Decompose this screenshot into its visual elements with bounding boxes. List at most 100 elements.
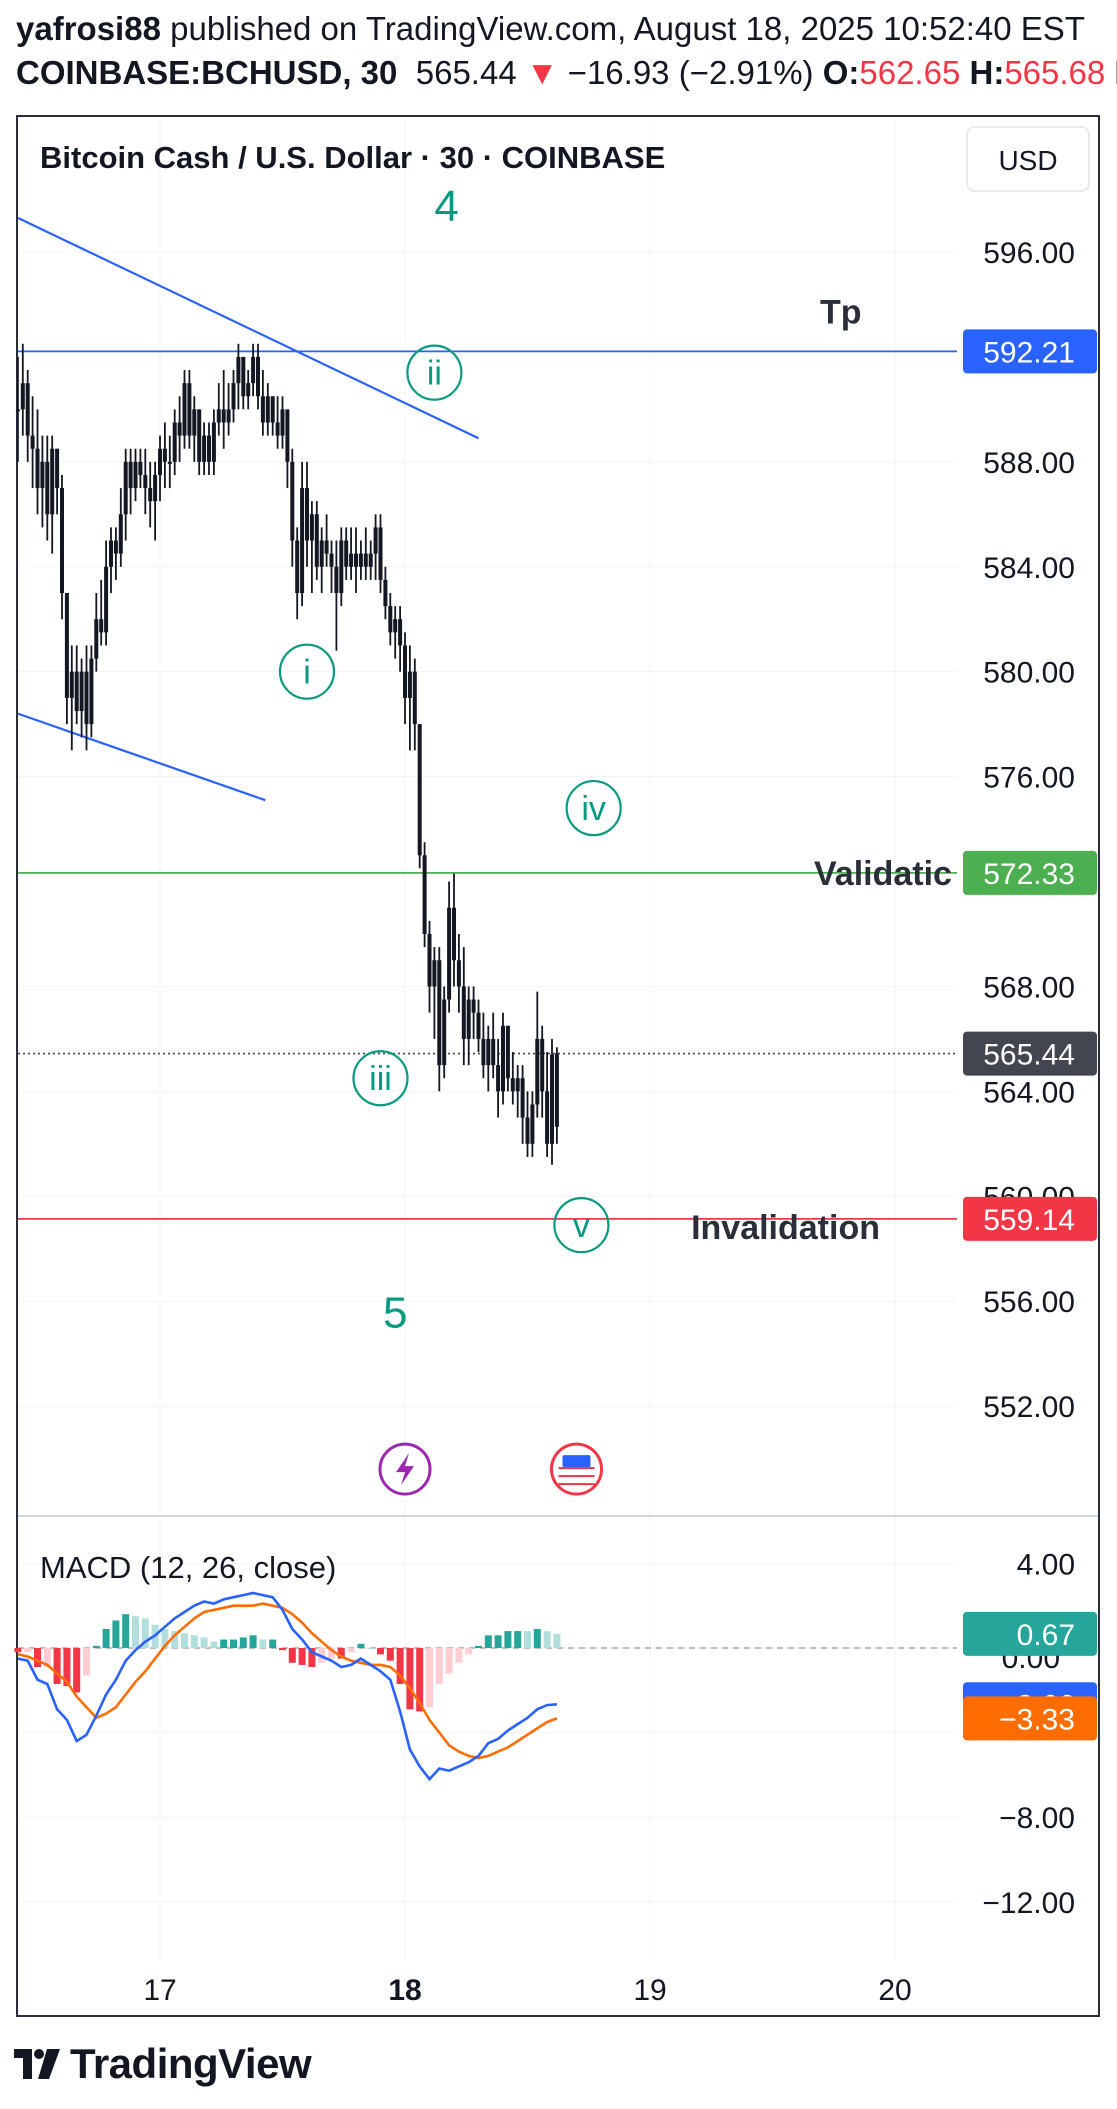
- candle-body: [123, 461, 128, 515]
- candle-body: [280, 409, 285, 436]
- macd-title: MACD (12, 26, close): [40, 1550, 336, 1585]
- candle-body: [471, 999, 476, 1013]
- candle-body: [349, 553, 354, 567]
- macd-histogram-bar: [220, 1639, 228, 1648]
- trendline-2: [17, 712, 266, 802]
- author-name[interactable]: yafrosi88: [16, 10, 161, 47]
- candle-body: [334, 566, 339, 593]
- candle-body: [510, 1078, 515, 1092]
- price-tick-label: 568.00: [983, 971, 1075, 1004]
- price-label-text: 572.33: [983, 858, 1075, 891]
- publish-header: yafrosi88 published on TradingView.com, …: [16, 10, 1085, 48]
- macd-histogram-bar: [533, 1628, 541, 1648]
- macd-histogram-bar: [259, 1639, 267, 1648]
- macd-histogram-bar: [73, 1648, 81, 1693]
- quote-header: COINBASE:BCHUSD, 30 565.44 ▼ −16.93 (−2.…: [16, 54, 1117, 92]
- macd-histogram-bar: [230, 1639, 237, 1648]
- macd-histogram-bar: [386, 1648, 394, 1661]
- macd-histogram-bar: [210, 1641, 218, 1648]
- wave-label-5: 5: [383, 1289, 407, 1338]
- candle-body: [452, 907, 456, 961]
- candle-body: [251, 356, 256, 384]
- candle-body: [177, 422, 182, 436]
- price-label-badge: [963, 1196, 1097, 1241]
- flag-stripe: [558, 1475, 595, 1478]
- candle-body: [540, 1038, 545, 1092]
- candle-body: [358, 553, 363, 567]
- currency-button[interactable]: USD: [966, 126, 1090, 192]
- candle-body: [118, 514, 123, 554]
- price-tick-label: 580.00: [983, 657, 1075, 690]
- wave-circle: [553, 1197, 610, 1254]
- candle-body: [211, 422, 216, 462]
- macd-histogram-bar: [445, 1648, 453, 1674]
- candle-body: [545, 1091, 550, 1144]
- candle-body: [295, 540, 300, 593]
- candle-body: [339, 540, 344, 593]
- candle-body: [407, 671, 412, 698]
- price-axis-labels: 592.21 572.33 559.14 565.44: [963, 329, 1097, 1241]
- wave-label-iv: iv: [581, 790, 606, 828]
- trendline-1: [17, 216, 479, 440]
- candles: [15, 343, 559, 1165]
- macd-histogram-bar: [543, 1631, 551, 1648]
- chart-frame: [16, 115, 1100, 2017]
- price-tick-label: 584.00: [983, 552, 1075, 585]
- tradingview-logo[interactable]: TradingView: [14, 2040, 312, 2088]
- macd-line: [17, 1591, 558, 1782]
- wave-label-v: v: [573, 1207, 590, 1245]
- low-label: L: [1114, 54, 1117, 91]
- candle-body: [363, 553, 368, 567]
- tradingview-logo-icon: [14, 2049, 60, 2079]
- macd-histogram-bar: [34, 1648, 41, 1668]
- candle-body: [55, 448, 60, 489]
- candle-body: [15, 409, 20, 412]
- candle-body: [388, 606, 393, 633]
- candle-body: [236, 356, 241, 384]
- candle-body: [256, 356, 260, 397]
- macd-histogram-bar: [455, 1648, 463, 1663]
- wave-label-i: i: [303, 654, 311, 692]
- candle-body: [162, 448, 167, 462]
- change-arrow-icon: ▼: [525, 54, 559, 91]
- open-value: 562.65: [859, 54, 961, 91]
- macd-value-badge: [963, 1696, 1097, 1741]
- macd-histogram-bar: [200, 1637, 208, 1648]
- macd-histogram-bar: [249, 1635, 257, 1648]
- candle-body: [64, 592, 69, 698]
- candle-body: [172, 422, 177, 462]
- macd-histogram-bar: [43, 1648, 51, 1668]
- flag-canton: [562, 1455, 591, 1468]
- wave-circle: [352, 1050, 409, 1107]
- candle-body: [505, 1025, 510, 1079]
- candle-body: [197, 409, 202, 462]
- price-axis: 596.00 588.00 584.00 580.00 576.00 568.00 564.…: [983, 237, 1075, 1424]
- level-label-validatic: Validatic: [814, 855, 952, 893]
- flag-stripe: [558, 1467, 595, 1470]
- macd-histogram-bar: [53, 1648, 61, 1684]
- macd-value-badge: [963, 1611, 1097, 1656]
- candle-body: [412, 671, 417, 725]
- candle-body: [265, 396, 270, 423]
- macd-histogram-bar: [347, 1648, 355, 1653]
- footer-brand: TradingView: [70, 2040, 312, 2087]
- macd-histogram-bar: [426, 1648, 433, 1708]
- candle-body: [368, 553, 373, 567]
- candle-body: [354, 553, 358, 567]
- candle-body: [113, 540, 118, 554]
- price-tick-label: 588.00: [983, 447, 1075, 480]
- candle-body: [398, 619, 403, 646]
- macd-histogram-bar: [14, 1648, 22, 1653]
- candle-body: [437, 960, 442, 1066]
- macd-histogram-bar: [269, 1639, 277, 1648]
- candle-body: [300, 488, 305, 593]
- macd-tick-label: −8.00: [999, 1802, 1075, 1835]
- high-label: H:: [969, 54, 1005, 91]
- macd-histogram-bar: [514, 1631, 522, 1648]
- candle-body: [202, 435, 207, 462]
- candle-body: [187, 383, 192, 436]
- candle-body: [128, 461, 133, 489]
- candle-body: [515, 1078, 520, 1092]
